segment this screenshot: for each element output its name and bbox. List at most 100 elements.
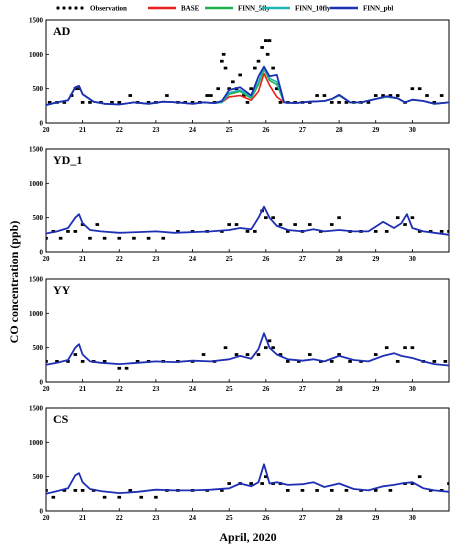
x-tick-label: 30 <box>409 385 417 393</box>
legend-label: FINN_10fly <box>295 5 331 13</box>
observation-point <box>80 360 85 363</box>
observation-point <box>447 482 449 485</box>
observation-point <box>139 495 144 499</box>
x-tick-label: 27 <box>299 126 307 134</box>
x-tick-label: 24 <box>189 255 197 263</box>
observation-point <box>296 360 301 363</box>
observation-point <box>128 94 133 97</box>
observation-point <box>102 495 107 499</box>
observation-point <box>146 101 151 104</box>
x-tick-label: 30 <box>409 126 417 134</box>
observation-point <box>51 495 56 499</box>
observation-point <box>249 87 253 91</box>
observation-point <box>117 366 122 370</box>
y-tick-label: 0 <box>40 249 44 257</box>
observation-point <box>395 216 400 220</box>
legend-label: FINN_pbl <box>363 5 393 13</box>
observation-point <box>124 366 129 370</box>
observation-point <box>293 223 297 226</box>
observation-point <box>66 360 70 363</box>
observation-point <box>253 66 257 70</box>
y-tick-label: 0 <box>40 379 44 387</box>
legend-item-finn-10fly: FINN_10fly <box>262 5 331 13</box>
panel-label-cs: CS <box>53 412 69 426</box>
observation-point <box>432 101 437 104</box>
panel-yd-1: 0 500 1000 1500 20 21 22 23 24 25 26 27 28 29 30 YD_1 <box>29 146 450 263</box>
x-tick-label: 28 <box>336 255 344 263</box>
y-tick-label: 1500 <box>29 17 44 25</box>
observation-point <box>264 39 268 42</box>
observation-point <box>373 353 378 356</box>
legend-item-observation: Observation <box>56 5 127 13</box>
y-tick-label: 0 <box>40 120 44 128</box>
observation-point <box>439 230 444 233</box>
y-tick-label: 1000 <box>29 439 44 447</box>
observation-point <box>102 360 107 363</box>
observation-point <box>267 339 272 343</box>
plot-frame <box>45 278 450 383</box>
observation-point <box>62 101 67 104</box>
plot-frame <box>45 148 450 253</box>
observation-point <box>373 489 378 492</box>
x-tick-label: 28 <box>336 385 344 393</box>
observation-point <box>209 94 213 97</box>
observation-point <box>46 236 48 240</box>
x-tick-label: 26 <box>262 126 270 134</box>
observation-point <box>286 360 290 363</box>
observation-point <box>403 346 407 350</box>
x-tick-label: 20 <box>43 255 51 263</box>
observation-point <box>337 216 341 220</box>
observation-point <box>417 87 422 91</box>
observation-point <box>278 353 283 356</box>
y-tick-label: 0 <box>40 508 44 516</box>
x-tick-label: 23 <box>152 255 160 263</box>
x-tick-label: 23 <box>152 514 160 522</box>
observation-point <box>395 360 400 363</box>
observation-point <box>410 216 415 220</box>
observation-point <box>307 223 312 226</box>
x-tick-label: 23 <box>152 385 160 393</box>
observation-point <box>322 94 327 97</box>
x-tick-label: 28 <box>336 126 344 134</box>
observation-point <box>242 94 246 97</box>
observation-point <box>381 94 385 97</box>
x-tick-label: 29 <box>372 514 380 522</box>
x-tick-label: 22 <box>116 126 124 134</box>
observation-point <box>161 236 166 240</box>
observation-point <box>135 360 140 363</box>
legend-dot <box>68 6 72 10</box>
observation-point <box>417 230 422 233</box>
observation-point <box>128 489 133 492</box>
x-tick-label: 24 <box>189 514 197 522</box>
observation-point <box>315 94 319 97</box>
observation-point <box>388 94 393 97</box>
observation-point <box>73 353 78 356</box>
plot-area <box>46 463 449 499</box>
observation-point <box>176 230 180 233</box>
x-tick-label: 26 <box>262 255 270 263</box>
series-line-finn-pbl <box>46 332 449 367</box>
panel-label-ad: AD <box>53 24 71 38</box>
plot-frame <box>45 407 450 512</box>
observation-point <box>329 223 334 226</box>
observation-point <box>388 489 393 492</box>
observation-point <box>154 495 158 499</box>
panel-label-yd-1: YD_1 <box>53 153 82 167</box>
observation-point <box>275 87 279 91</box>
x-tick-label: 26 <box>262 385 270 393</box>
legend-label: Observation <box>90 5 127 13</box>
observation-point <box>329 360 334 363</box>
observation-point <box>58 236 63 240</box>
x-tick-label: 22 <box>116 385 124 393</box>
observation-point <box>373 230 378 233</box>
observation-point <box>278 101 283 104</box>
x-tick-label: 21 <box>79 514 87 522</box>
observation-point <box>80 223 85 226</box>
observation-point <box>271 346 275 350</box>
y-tick-label: 1000 <box>29 180 44 188</box>
x-tick-label: 20 <box>43 385 51 393</box>
observation-point <box>300 489 305 492</box>
legend-item-finn-pbl: FINN_pbl <box>330 5 393 13</box>
legend-dot <box>80 6 84 10</box>
